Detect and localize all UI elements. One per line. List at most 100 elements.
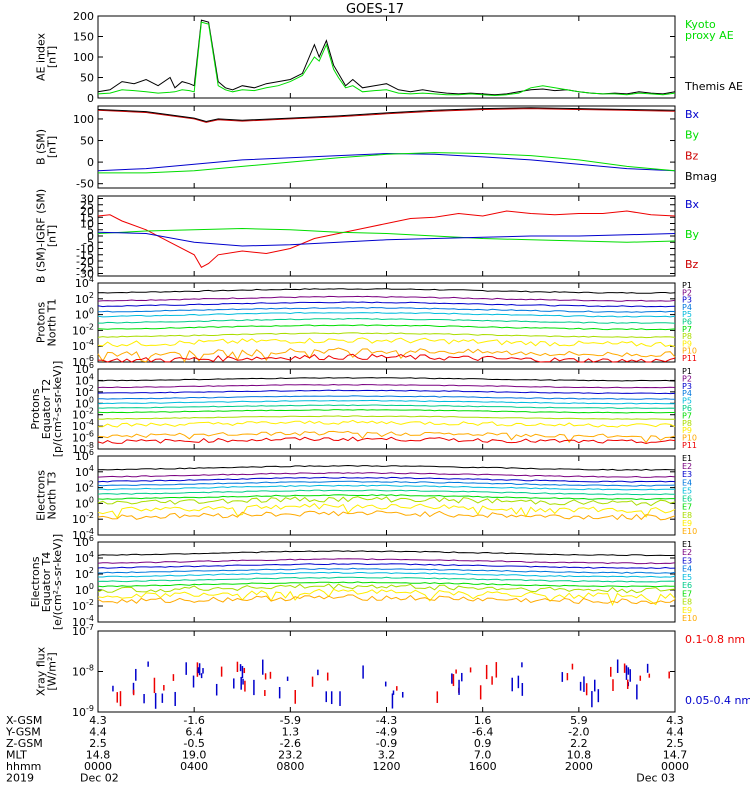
channel-line-e7 (97, 581, 675, 588)
channel-line-e1 (97, 464, 676, 471)
y-tick-label: 104 (75, 550, 94, 565)
y-axis-label: Electrons (29, 556, 42, 607)
y-axis-label: [W/m²] (46, 652, 59, 690)
x-row-value: Dec 03 (636, 772, 675, 785)
legend-entry-e1: E1 (682, 540, 692, 549)
legend-entry-e7: E7 (682, 503, 692, 512)
legend-entry-e1: E1 (682, 454, 692, 463)
legend-entry-e4: E4 (682, 565, 692, 574)
x-row-value: 14.8 (86, 749, 111, 762)
y-tick-label: 106 (75, 534, 94, 549)
y-tick-label: -15 (76, 249, 94, 262)
channel-line-p5 (97, 399, 676, 405)
legend-entry-e2: E2 (682, 548, 692, 557)
x-row-label: X-GSM (6, 714, 42, 727)
y-tick-label: -10 (76, 243, 94, 256)
legend-entry: proxy AE (685, 29, 734, 42)
legend-entry: Bz (685, 149, 699, 162)
y-axis-label: B (SM) (35, 129, 48, 165)
series-line-by (98, 152, 676, 174)
x-row-value: 19.0 (182, 749, 207, 762)
channel-line-e5 (98, 484, 676, 491)
channel-line-e1 (97, 550, 676, 557)
x-row-value: 1.6 (474, 714, 492, 727)
x-row-value: 7.0 (474, 749, 492, 762)
channel-line-p1 (97, 377, 676, 382)
legend-entry-e5: E5 (682, 573, 692, 582)
y-axis-label: Protons (29, 388, 42, 429)
legend-entry-p9: P9 (682, 339, 692, 348)
y-tick-label: 104 (75, 275, 94, 290)
channel-line-p1 (97, 288, 676, 294)
legend-entry-e6: E6 (682, 495, 692, 504)
x-row-value: -4.3 (376, 714, 397, 727)
legend-entry-p2: P2 (682, 374, 692, 383)
channel-line-e3 (97, 476, 676, 483)
legend-entry: 0.05-0.4 nm (685, 694, 750, 707)
y-tick-label: 10-4 (72, 338, 94, 353)
channel-line-p3 (97, 301, 676, 308)
legend-entry-p11: P11 (682, 441, 697, 450)
legend-entry-p6: P6 (682, 318, 692, 327)
x-row-value: 0000 (661, 760, 689, 773)
y-tick-label: 100 (75, 307, 94, 322)
y-tick-label: -30 (76, 268, 94, 281)
legend-entry-p5: P5 (682, 310, 692, 319)
series-line-bx (97, 231, 676, 247)
y-tick-label: 50 (80, 72, 94, 85)
channel-line-e10 (97, 594, 676, 605)
channel-line-e9 (97, 588, 676, 607)
channel-line-p8 (97, 332, 676, 339)
x-row-value: 3.2 (378, 749, 396, 762)
channel-line-p9 (97, 337, 676, 348)
y-tick-label: 5 (87, 224, 94, 237)
x-row-value: 1200 (373, 760, 401, 773)
panel-frame (97, 15, 676, 99)
channel-line-p8 (97, 415, 675, 420)
channel-line-e9 (97, 503, 676, 519)
x-row-value: 0800 (276, 760, 304, 773)
y-axis-label: Equator T4 (40, 552, 53, 612)
legend-entry-p4: P4 (682, 303, 692, 312)
x-row-value: 4.4 (666, 726, 684, 739)
legend-entry-e8: E8 (682, 511, 692, 520)
channel-line-e8 (97, 583, 676, 594)
legend-entry-e6: E6 (682, 581, 692, 590)
x-row-value: 2.5 (89, 737, 107, 750)
x-row-value: 23.2 (278, 749, 303, 762)
y-axis-label: [nT] (46, 46, 59, 68)
legend-entry: Bmag (685, 170, 717, 183)
channel-line-e2 (97, 472, 676, 478)
y-axis-label: [e/(cm²-s-sr-keV)] (51, 534, 64, 630)
x-row-value: -2.0 (568, 726, 589, 739)
y-tick-label: 102 (75, 480, 94, 495)
channel-line-p10 (97, 430, 676, 444)
channel-line-e4 (97, 480, 676, 487)
legend-entry: 0.1-0.8 nm (685, 633, 745, 646)
x-row-value: Dec 02 (80, 772, 119, 785)
legend-entry-e9: E9 (682, 606, 692, 615)
channel-line-e6 (97, 576, 676, 583)
channel-line-p11 (97, 353, 676, 363)
channel-line-p6 (98, 317, 676, 324)
x-row-value: -4.9 (376, 726, 397, 739)
x-row-label: Z-GSM (6, 737, 43, 750)
panel-pe: 10610410210010-210-410-610-8ProtonsEquat… (29, 361, 697, 458)
legend-entry-p6: P6 (682, 404, 692, 413)
y-axis-label: Xray flux (35, 646, 48, 696)
channel-line-e4 (97, 567, 676, 574)
y-tick-label: 10 (80, 218, 94, 231)
y-axis-label: B (SM)-IGRF (SM) (35, 189, 48, 283)
series-line-bx (97, 152, 676, 172)
x-row-label: Y-GSM (5, 726, 41, 739)
legend-entry-e10: E10 (682, 614, 697, 623)
legend-entry-p1: P1 (682, 367, 692, 376)
legend-entry: Bx (685, 108, 700, 121)
series-line-kyoto-proxy-ae (97, 21, 676, 97)
legend-entry-e7: E7 (682, 589, 692, 598)
x-row-value: -1.6 (183, 714, 204, 727)
